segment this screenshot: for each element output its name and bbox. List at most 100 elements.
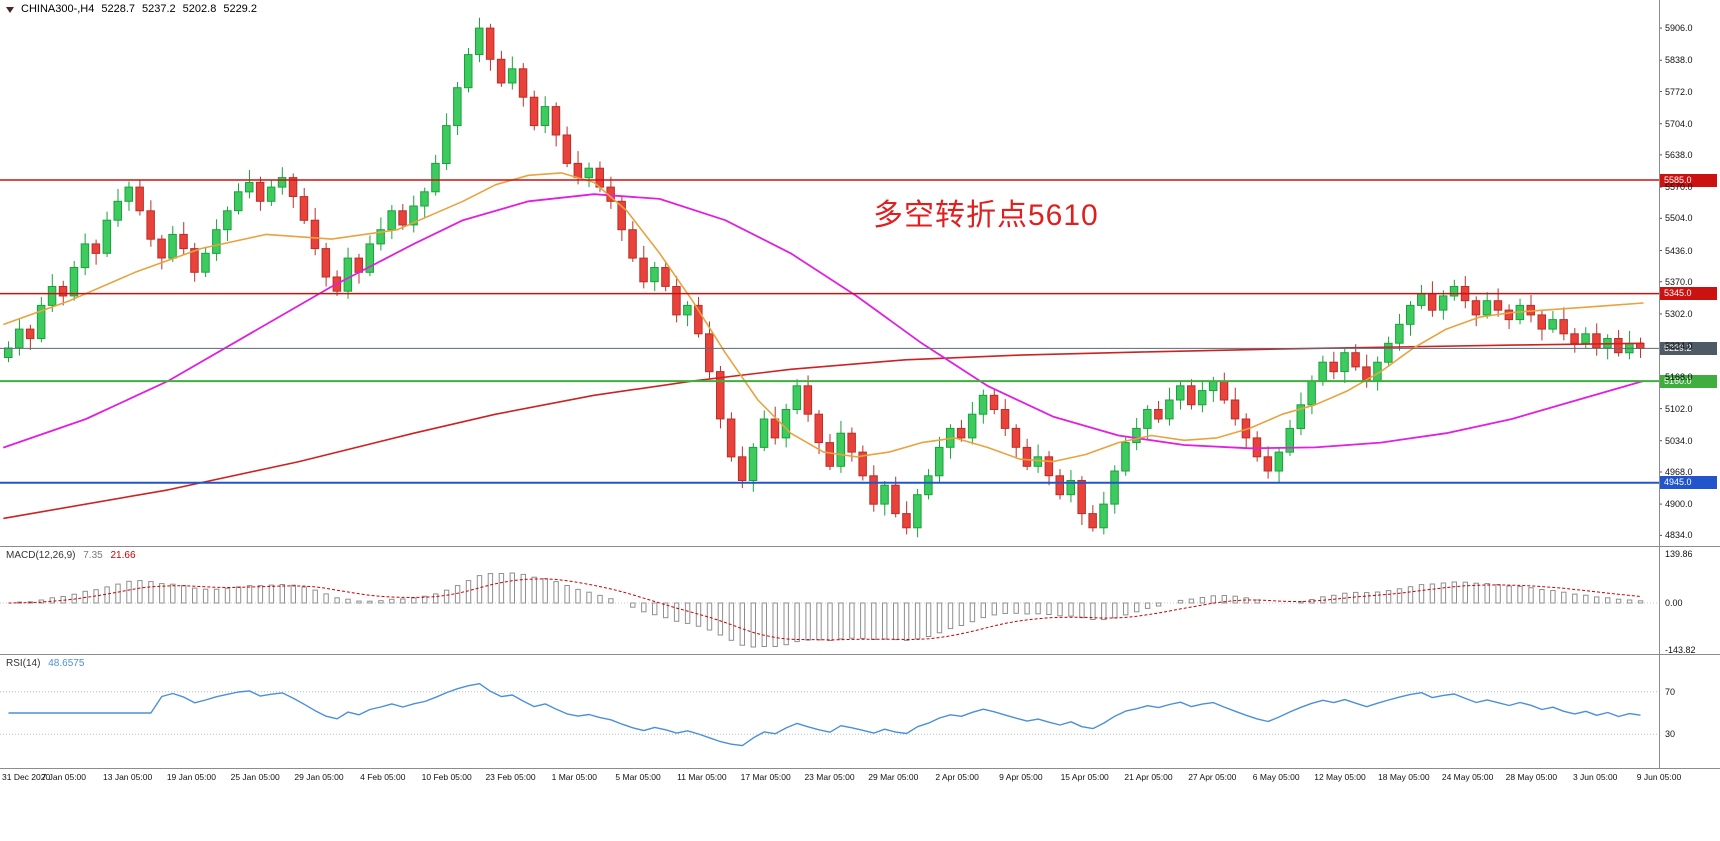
price-tag-5160: 5160.0 (1660, 374, 1717, 388)
macd-bar (1440, 582, 1447, 604)
macd-bar (1385, 590, 1392, 604)
macd-histogram (16, 572, 1644, 648)
candle-body (1296, 404, 1305, 429)
macd-bar (1112, 602, 1118, 619)
candle-body (1099, 503, 1108, 529)
price-tick-label: 5704.0 (1665, 118, 1693, 129)
time-label: 9 Apr 05:00 (999, 772, 1043, 782)
time-label: 17 Mar 05:00 (740, 772, 791, 782)
time-label: 12 May 05:00 (1314, 772, 1366, 782)
macd-bar (1495, 584, 1501, 604)
macd-bar (1134, 602, 1140, 613)
expand-ohlc-icon[interactable] (6, 6, 14, 13)
macd-bar (246, 585, 253, 604)
macd-bar (739, 602, 745, 646)
price-tag-4945: 4945.0 (1660, 476, 1717, 490)
candle-body (1318, 361, 1327, 382)
candle-body (102, 219, 112, 254)
macd-bar (750, 602, 756, 648)
macd-bar (1429, 583, 1436, 604)
candle-body (1219, 380, 1229, 401)
candle-body (880, 484, 889, 505)
candle-body (69, 267, 79, 297)
candle-body (1493, 300, 1503, 311)
candle-body (956, 427, 966, 439)
macd-bar (1090, 602, 1096, 620)
candle-body (146, 210, 155, 240)
candle-body (420, 191, 429, 207)
candle-body (781, 409, 791, 439)
macd-bar (838, 602, 844, 640)
candle-body (190, 248, 199, 273)
candle-body (453, 87, 462, 127)
candle-body (551, 106, 561, 136)
macd-bar (498, 573, 505, 604)
macd-signal-value: 21.66 (110, 550, 136, 561)
candle-body (628, 229, 637, 259)
macd-bar (465, 580, 472, 604)
price-tick-label: 5504.0 (1665, 213, 1693, 224)
candle-body (1274, 451, 1284, 472)
candle-body (529, 96, 539, 127)
candle-body (803, 385, 813, 415)
price-tag-5345: 5345.0 (1660, 287, 1717, 301)
time-label: 9 Jun 05:00 (1636, 772, 1682, 782)
candle-body (496, 58, 506, 84)
candle-body (91, 243, 101, 254)
macd-bar (170, 583, 176, 604)
candle-body (1011, 427, 1021, 448)
candle-body (343, 257, 353, 292)
macd-bar (356, 600, 362, 604)
time-label: 27 Apr 05:00 (1188, 772, 1237, 782)
candle-body (858, 451, 867, 477)
macd-bar (224, 587, 231, 604)
macd-bar (1353, 591, 1359, 604)
macd-bar (202, 588, 209, 604)
rsi-label-text: RSI(14) (6, 658, 41, 669)
rsi-line (8, 683, 1641, 747)
time-label: 7 Jan 05:00 (41, 772, 87, 782)
macd-bar (1144, 602, 1151, 609)
macd-bar (980, 602, 986, 619)
candle-body (1165, 399, 1174, 420)
macd-bar (553, 581, 559, 604)
price-tick-label: 5168.0 (1665, 372, 1693, 383)
ohlc-low-value: 5202.8 (182, 3, 217, 15)
ma-slow-red (3, 342, 1644, 520)
macd-bar (882, 602, 888, 640)
macd-bar (1035, 602, 1041, 615)
candle-body (266, 186, 276, 202)
candle-body (47, 286, 57, 306)
candle-body (1449, 286, 1459, 297)
candle-body (1033, 456, 1043, 467)
rsi-indicator-label: RSI(14) 48.6575 (6, 658, 84, 669)
candle-body (836, 432, 845, 467)
macd-bar (1210, 595, 1216, 604)
candle-body (1044, 456, 1054, 477)
candle-body (124, 186, 133, 202)
macd-bar (1539, 589, 1545, 604)
macd-bar (1484, 583, 1490, 604)
candle-body (913, 494, 922, 529)
chart-annotation-text[interactable]: 多空转折点5610 (873, 199, 1099, 232)
time-label: 28 May 05:00 (1505, 772, 1558, 782)
macd-bar (1561, 591, 1567, 604)
time-label: 3 Jun 05:00 (1572, 772, 1618, 782)
candle-body (1395, 323, 1404, 344)
candle-body (1022, 446, 1032, 467)
macd-bar (235, 586, 242, 604)
macd-bar (586, 591, 592, 604)
candle-body (1406, 304, 1415, 325)
macd-bar (761, 602, 767, 647)
macd-bar (1079, 602, 1085, 619)
candle-body (25, 328, 35, 340)
macd-bar (1583, 594, 1589, 604)
macd-bar (334, 597, 340, 604)
candle-body (891, 484, 900, 515)
macd-bar (805, 602, 811, 641)
chart-header: CHINA300-,H4 5228.7 5237.2 5202.8 5229.2 (6, 3, 257, 15)
macd-bar (323, 593, 329, 604)
candle-body (234, 191, 243, 212)
candle-body (1285, 427, 1294, 453)
